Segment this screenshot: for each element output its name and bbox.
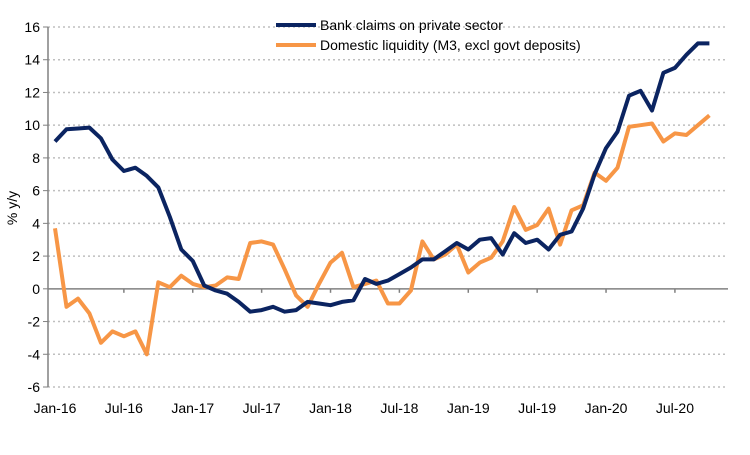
x-tick-label: Jan-19 bbox=[447, 400, 490, 416]
y-tick-label: 4 bbox=[32, 215, 40, 231]
x-tick-label: Jul-20 bbox=[656, 400, 694, 416]
x-tick-label: Jan-17 bbox=[171, 400, 214, 416]
y-tick-label: 16 bbox=[24, 19, 40, 35]
y-tick-label: 6 bbox=[32, 183, 40, 199]
y-tick-label: 0 bbox=[32, 281, 40, 297]
y-tick-label: -2 bbox=[28, 314, 41, 330]
x-tick-label: Jul-19 bbox=[518, 400, 556, 416]
y-tick-label: 12 bbox=[24, 84, 40, 100]
y-tick-label: 10 bbox=[24, 117, 40, 133]
series-line-domestic-liquidity bbox=[53, 113, 711, 357]
legend: Bank claims on private sector Domestic l… bbox=[276, 17, 581, 53]
y-tick-label: -4 bbox=[28, 346, 41, 362]
legend-label-bank-claims: Bank claims on private sector bbox=[320, 17, 503, 33]
y-axis-label: % y/y bbox=[4, 191, 20, 225]
y-tick-label: -6 bbox=[28, 379, 41, 395]
x-axis: Jan-16 Jul-16 Jan-17 Jul-17 Jan-18 Jul-18 Jan-… bbox=[34, 288, 728, 416]
legend-label-domestic-liquidity: Domestic liquidity (M3, excl govt deposi… bbox=[320, 37, 581, 53]
x-tick-label: Jul-17 bbox=[243, 400, 281, 416]
series-lines bbox=[53, 41, 711, 357]
y-tick-label: 2 bbox=[32, 248, 40, 264]
x-tick-label: Jul-18 bbox=[380, 400, 418, 416]
y-tick-label: 14 bbox=[24, 52, 40, 68]
x-tick-label: Jan-20 bbox=[585, 400, 628, 416]
x-tick-label: Jan-18 bbox=[309, 400, 352, 416]
gridlines bbox=[48, 26, 728, 388]
x-tick-label: Jul-16 bbox=[105, 400, 143, 416]
y-axis: -6 -4 -2 0 2 4 6 8 10 12 14 16 bbox=[24, 19, 49, 395]
x-tick-label: Jan-16 bbox=[34, 400, 77, 416]
y-tick-label: 8 bbox=[32, 150, 40, 166]
series-line-bank-claims bbox=[53, 41, 710, 314]
